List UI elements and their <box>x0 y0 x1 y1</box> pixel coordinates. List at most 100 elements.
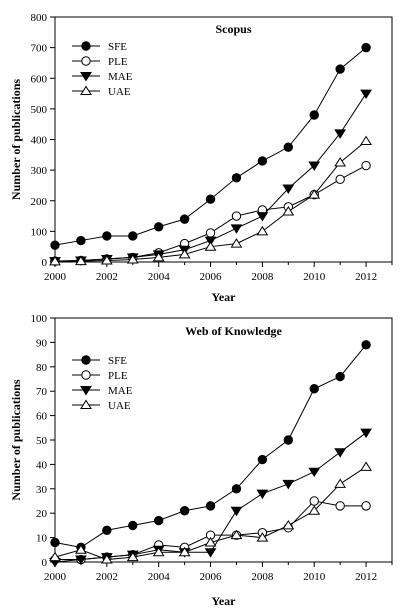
data-point <box>308 467 321 478</box>
data-point <box>179 506 190 516</box>
y-tick-label: 300 <box>31 165 48 177</box>
data-point <box>361 501 371 511</box>
legend-marker <box>81 41 91 51</box>
data-point <box>256 532 269 542</box>
y-tick-label: 30 <box>36 484 48 496</box>
data-point <box>50 537 60 548</box>
plot-frame <box>54 16 393 263</box>
data-point <box>361 340 371 350</box>
plot-area: 0 100 200 300 400 500 600 700 800 2000 2002 2004 200… <box>31 12 393 283</box>
data-point <box>361 160 371 171</box>
chart-title: Scopus <box>215 22 251 36</box>
data-point <box>282 184 295 194</box>
data-point <box>75 544 87 554</box>
data-point <box>231 211 242 221</box>
scopus-chart: Scopus Year Number of publications 0 100 2… <box>9 12 393 304</box>
data-point <box>102 231 112 241</box>
series-line <box>54 344 367 548</box>
data-point <box>204 537 217 547</box>
legend-item-uae: UAE <box>72 399 131 412</box>
y-tick-label: 400 <box>31 135 48 147</box>
legend-label: UAE <box>108 400 131 412</box>
x-tick-label: 2002 <box>96 271 118 283</box>
x-tick-label: 2006 <box>200 571 223 583</box>
legend-label: MAE <box>108 71 133 83</box>
x-tick-label: 2002 <box>96 571 118 583</box>
y-tick-label: 20 <box>36 508 48 520</box>
legend-marker <box>81 370 91 380</box>
x-tick-label: 2006 <box>200 271 223 283</box>
data-point <box>231 173 242 183</box>
data-point <box>308 189 321 199</box>
y-tick-label: 80 <box>36 362 48 374</box>
x-tick-label: 2008 <box>251 571 274 583</box>
legend-marker <box>80 386 92 396</box>
legend-item-mae: MAE <box>72 385 133 397</box>
y-tick-label: 500 <box>31 104 48 116</box>
legend-marker <box>81 355 91 365</box>
data-point <box>308 161 321 171</box>
series-sfe <box>50 340 371 553</box>
y-tick-label: 100 <box>31 226 48 238</box>
data-point <box>360 461 372 471</box>
data-point <box>360 135 372 146</box>
data-point <box>335 371 345 382</box>
x-tick-label: 2004 <box>148 271 171 283</box>
x-tick-label: 2012 <box>355 571 377 583</box>
data-point <box>334 157 347 167</box>
legend-item-mae: MAE <box>72 71 133 83</box>
x-tick-label: 2004 <box>148 571 171 583</box>
data-point <box>100 255 113 265</box>
series-uae <box>49 135 372 266</box>
data-point <box>204 236 217 247</box>
legend: SFE PLE MAE UAE <box>72 41 133 98</box>
legend-label: SFE <box>108 355 127 367</box>
legend-item-sfe: SFE <box>72 41 127 53</box>
data-point <box>128 520 138 531</box>
data-point <box>257 454 268 465</box>
legend-label: MAE <box>108 385 133 397</box>
data-point <box>282 479 295 490</box>
x-tick-label: 2010 <box>303 571 326 583</box>
data-point <box>75 555 87 566</box>
data-point <box>334 478 347 488</box>
data-point <box>205 194 216 204</box>
legend-item-sfe: SFE <box>72 355 127 367</box>
x-tick-label: 2000 <box>44 271 67 283</box>
data-point <box>153 222 164 232</box>
y-tick-label: 700 <box>31 43 48 55</box>
data-point <box>126 254 139 264</box>
data-point <box>152 251 165 262</box>
data-point <box>230 238 243 248</box>
y-tick-label: 10 <box>36 533 48 545</box>
series-line <box>54 47 367 246</box>
y-tick-label: 90 <box>36 337 48 349</box>
data-point <box>204 241 217 251</box>
data-point <box>128 231 138 241</box>
data-point <box>49 255 61 266</box>
data-point <box>335 64 345 74</box>
legend-marker <box>80 72 92 82</box>
data-point <box>152 546 165 557</box>
data-point <box>256 225 269 236</box>
y-tick-label: 100 <box>31 313 48 325</box>
legend-item-uae: UAE <box>72 85 131 98</box>
data-point <box>256 212 269 222</box>
y-tick-label: 800 <box>31 12 48 24</box>
x-axis-title: Year <box>212 594 237 608</box>
y-tick-label: 200 <box>31 196 48 208</box>
data-point <box>205 228 216 238</box>
y-axis-title: Number of publications <box>9 379 23 500</box>
plot-area: 0 10 20 30 40 50 60 70 80 90 100 2000 2002 2004 2006 20… <box>31 313 393 583</box>
series-mae <box>49 89 372 267</box>
series-uae <box>49 461 372 564</box>
data-point <box>178 248 191 259</box>
data-point <box>205 501 216 511</box>
data-point <box>283 435 294 445</box>
data-point <box>361 42 371 53</box>
legend-label: PLE <box>108 370 128 382</box>
data-point <box>100 554 113 564</box>
x-tick-label: 2000 <box>44 571 67 583</box>
data-point <box>102 525 112 535</box>
legend-marker <box>80 399 92 409</box>
